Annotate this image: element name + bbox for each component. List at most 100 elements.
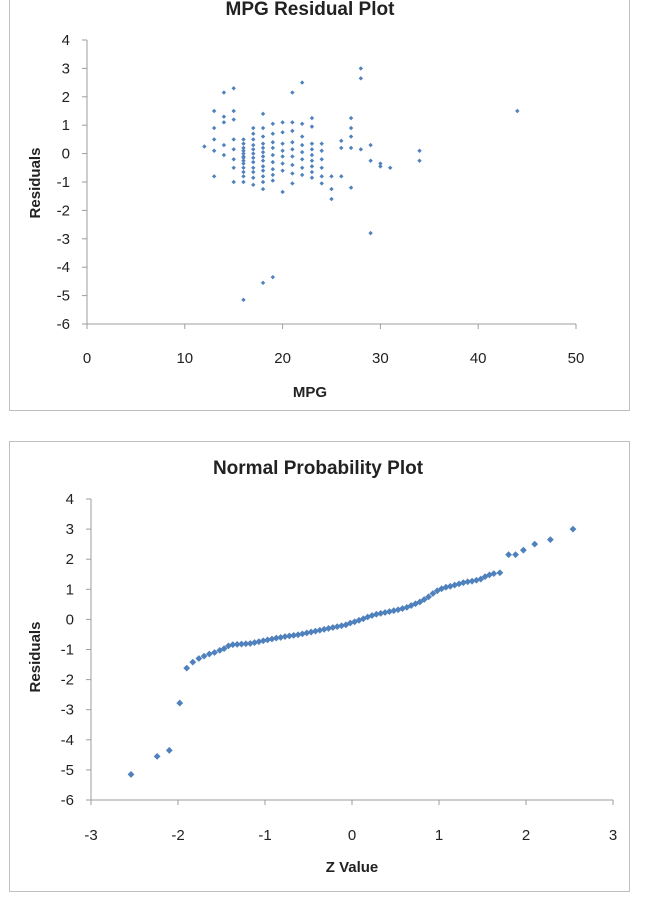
data-point <box>547 536 554 543</box>
data-point <box>280 141 284 145</box>
data-point <box>232 109 236 113</box>
data-point <box>261 180 265 184</box>
data-point <box>232 147 236 151</box>
data-point <box>232 117 236 121</box>
y-axis-title: Residuals <box>27 622 44 693</box>
data-point <box>290 181 294 185</box>
residual-plot-panel: MPG Residual Plot MPG Residuals 4 3 2 1 0 -1-… <box>9 0 630 411</box>
data-point <box>520 547 527 554</box>
data-point <box>241 161 245 165</box>
data-point <box>212 109 216 113</box>
data-point <box>154 753 161 760</box>
data-point <box>189 659 196 666</box>
data-point <box>271 146 275 150</box>
data-point <box>531 541 538 548</box>
data-point <box>290 120 294 124</box>
data-point <box>329 187 333 191</box>
data-point <box>222 120 226 124</box>
x-tick-label: 10 <box>176 350 193 367</box>
y-tick-label: -6 <box>61 792 74 809</box>
data-point <box>339 139 343 143</box>
data-point <box>251 147 255 151</box>
data-point <box>515 109 519 113</box>
data-point <box>222 114 226 118</box>
y-tick-label: 3 <box>66 521 74 538</box>
data-point <box>271 275 275 279</box>
data-point <box>202 144 206 148</box>
y-axis-title: Residuals <box>27 148 44 219</box>
data-point <box>183 665 190 672</box>
data-point <box>251 143 255 147</box>
data-point <box>368 143 372 147</box>
y-tick-label: 0 <box>66 611 74 628</box>
data-point <box>241 298 245 302</box>
data-point <box>280 161 284 165</box>
data-point <box>310 124 314 128</box>
data-point <box>310 164 314 168</box>
y-tick-label: -4 <box>57 259 70 276</box>
y-tick-label: -5 <box>57 288 70 305</box>
y-tick-label: 1 <box>62 117 70 134</box>
chart-title: Normal Probability Plot <box>213 458 424 479</box>
data-point <box>320 149 324 153</box>
data-point <box>290 129 294 133</box>
data-point <box>359 66 363 70</box>
data-point <box>251 151 255 155</box>
data-point <box>241 166 245 170</box>
data-point <box>280 190 284 194</box>
data-point <box>290 140 294 144</box>
data-point <box>261 146 265 150</box>
data-point <box>271 153 275 157</box>
data-point <box>359 76 363 80</box>
data-point <box>310 176 314 180</box>
data-point <box>280 120 284 124</box>
data-point <box>251 183 255 187</box>
data-point <box>349 126 353 130</box>
x-axis-title: MPG <box>293 384 327 401</box>
data-point <box>310 147 314 151</box>
data-point <box>261 150 265 154</box>
data-point <box>251 137 255 141</box>
data-point <box>232 157 236 161</box>
data-point <box>349 185 353 189</box>
data-point <box>212 137 216 141</box>
data-point <box>222 143 226 147</box>
data-point <box>280 130 284 134</box>
data-point <box>261 134 265 138</box>
y-tick-label: -1 <box>61 642 74 659</box>
data-point <box>251 126 255 130</box>
data-point <box>310 153 314 157</box>
data-point <box>368 159 372 163</box>
normal-probability-plot-panel: Normal Probability Plot Z Value Residual… <box>9 441 630 892</box>
data-point <box>251 166 255 170</box>
x-tick-label: 30 <box>372 350 389 367</box>
data-point <box>300 134 304 138</box>
data-point <box>349 134 353 138</box>
x-tick-label: 50 <box>568 350 585 367</box>
data-point <box>271 160 275 164</box>
data-point <box>349 116 353 120</box>
data-point <box>280 154 284 158</box>
data-point <box>261 112 265 116</box>
y-tick-label: 0 <box>62 146 70 163</box>
x-tick-label: -1 <box>258 827 271 844</box>
data-point <box>310 116 314 120</box>
data-point <box>359 147 363 151</box>
data-point <box>212 174 216 178</box>
y-tick-label: 4 <box>62 32 70 49</box>
data-point <box>505 551 512 558</box>
data-point <box>417 159 421 163</box>
data-point <box>280 149 284 153</box>
data-point <box>300 143 304 147</box>
data-point <box>349 146 353 150</box>
normal-probability-plot-chart: Normal Probability Plot Z Value Residual… <box>10 442 629 891</box>
data-point <box>251 156 255 160</box>
data-point <box>261 174 265 178</box>
data-point <box>261 154 265 158</box>
data-point <box>512 551 519 558</box>
y-tick-label: 1 <box>66 581 74 598</box>
data-point <box>290 171 294 175</box>
x-tick-label: 0 <box>348 827 356 844</box>
data-point <box>329 197 333 201</box>
y-tick-label: 2 <box>62 89 70 106</box>
